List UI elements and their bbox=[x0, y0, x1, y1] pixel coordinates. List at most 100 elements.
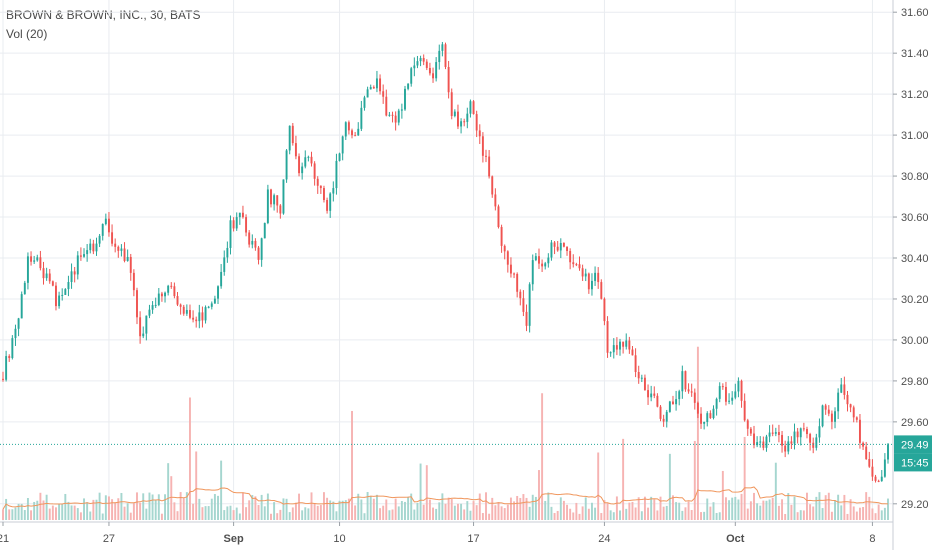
volume-bar bbox=[572, 512, 575, 520]
volume-bar bbox=[332, 501, 335, 520]
volume-bar bbox=[581, 506, 584, 520]
candle-body bbox=[223, 257, 226, 272]
volume-bar bbox=[538, 470, 540, 520]
candle-body bbox=[447, 66, 450, 93]
candle-body bbox=[391, 114, 394, 116]
candle-body bbox=[787, 441, 790, 452]
candle-body bbox=[874, 476, 877, 481]
volume-bar bbox=[419, 463, 422, 520]
volume-bar bbox=[450, 498, 453, 520]
candle-body bbox=[291, 125, 294, 144]
volume-bar bbox=[768, 499, 771, 520]
volume-bar bbox=[743, 436, 746, 520]
candle-body bbox=[61, 294, 64, 296]
volume-bars bbox=[2, 346, 889, 520]
volume-bar bbox=[466, 501, 469, 520]
candle-body bbox=[270, 189, 272, 205]
candle-body bbox=[17, 318, 20, 329]
candle-body bbox=[273, 195, 276, 205]
candle-body bbox=[887, 444, 889, 460]
volume-bar bbox=[241, 492, 244, 520]
volume-indicator-label[interactable]: Vol (20) bbox=[6, 27, 48, 41]
volume-bar bbox=[30, 510, 33, 520]
candle-body bbox=[51, 281, 54, 286]
candle-body bbox=[198, 312, 201, 322]
candle-body bbox=[407, 83, 410, 89]
volume-bar bbox=[584, 497, 587, 520]
volume-bar bbox=[304, 507, 307, 520]
volume-bar bbox=[142, 493, 145, 520]
candle-body bbox=[329, 193, 332, 211]
volume-bar bbox=[578, 513, 581, 520]
candle-body bbox=[740, 380, 743, 401]
volume-bar bbox=[696, 346, 699, 520]
volume-bar bbox=[270, 513, 272, 520]
volume-bar bbox=[485, 492, 487, 520]
volume-bar bbox=[379, 508, 382, 520]
volume-bar bbox=[731, 497, 734, 520]
candle-body bbox=[298, 156, 301, 174]
volume-bar bbox=[151, 494, 154, 520]
volume-bar bbox=[812, 506, 815, 520]
candle-body bbox=[20, 294, 23, 319]
candle-body bbox=[36, 257, 39, 261]
volume-bar bbox=[880, 510, 883, 520]
candle-body bbox=[497, 206, 500, 228]
volume-bar bbox=[497, 502, 500, 520]
candle-body bbox=[338, 153, 341, 161]
time-axis[interactable]: 21 27 Sep 10 17 24 Oct 8 bbox=[0, 521, 893, 545]
volume-bar bbox=[718, 512, 721, 520]
time-tick-label: Sep bbox=[224, 533, 244, 545]
candle-body bbox=[562, 242, 565, 247]
candle-body bbox=[366, 89, 369, 98]
candle-body bbox=[687, 389, 690, 392]
candle-body bbox=[419, 58, 422, 62]
volume-bar bbox=[294, 502, 297, 520]
candle-body bbox=[83, 254, 85, 257]
candle-body bbox=[541, 263, 544, 267]
candle-body bbox=[201, 312, 204, 321]
volume-bar bbox=[235, 507, 238, 520]
candle-body bbox=[559, 242, 562, 251]
volume-bar bbox=[759, 505, 762, 520]
candle-body bbox=[855, 417, 858, 420]
volume-bar bbox=[444, 503, 447, 520]
candle-body bbox=[39, 257, 42, 269]
volume-bar bbox=[659, 496, 662, 520]
price-tick-label: 31.40 bbox=[901, 48, 929, 60]
volume-bar bbox=[185, 492, 188, 520]
volume-bar bbox=[407, 496, 410, 520]
volume-bar bbox=[862, 507, 865, 520]
volume-bar bbox=[481, 513, 484, 520]
candle-body bbox=[369, 87, 372, 90]
volume-bar bbox=[5, 498, 8, 520]
price-axis[interactable]: 31.60 31.40 31.20 31.00 30.80 30.60 30.40 30.20… bbox=[892, 0, 929, 550]
candle-body bbox=[815, 437, 818, 448]
volume-bar bbox=[771, 497, 774, 520]
volume-bar bbox=[843, 494, 846, 520]
volume-bar bbox=[182, 497, 185, 520]
candle-body bbox=[690, 391, 693, 393]
candle-body bbox=[818, 426, 821, 438]
price-tick-label: 31.00 bbox=[901, 130, 929, 142]
volume-bar bbox=[634, 507, 637, 520]
volume-bar bbox=[687, 501, 690, 520]
candle-body bbox=[877, 480, 880, 482]
volume-bar bbox=[849, 499, 852, 520]
time-tick-label: 10 bbox=[333, 533, 345, 545]
candle-body bbox=[793, 431, 796, 444]
volume-bar bbox=[469, 510, 472, 520]
candle-body bbox=[668, 401, 671, 412]
volume-bar bbox=[612, 512, 615, 520]
candle-body bbox=[665, 411, 668, 422]
volume-bar bbox=[173, 502, 176, 520]
candle-body bbox=[587, 273, 590, 290]
price-tick-label: 30.80 bbox=[901, 171, 929, 183]
volume-bar bbox=[509, 497, 512, 520]
candle-body bbox=[612, 345, 615, 353]
volume-bar bbox=[640, 511, 643, 520]
volume-bar bbox=[266, 493, 269, 520]
time-tick-label: Oct bbox=[726, 533, 745, 545]
volume-bar bbox=[441, 493, 444, 520]
